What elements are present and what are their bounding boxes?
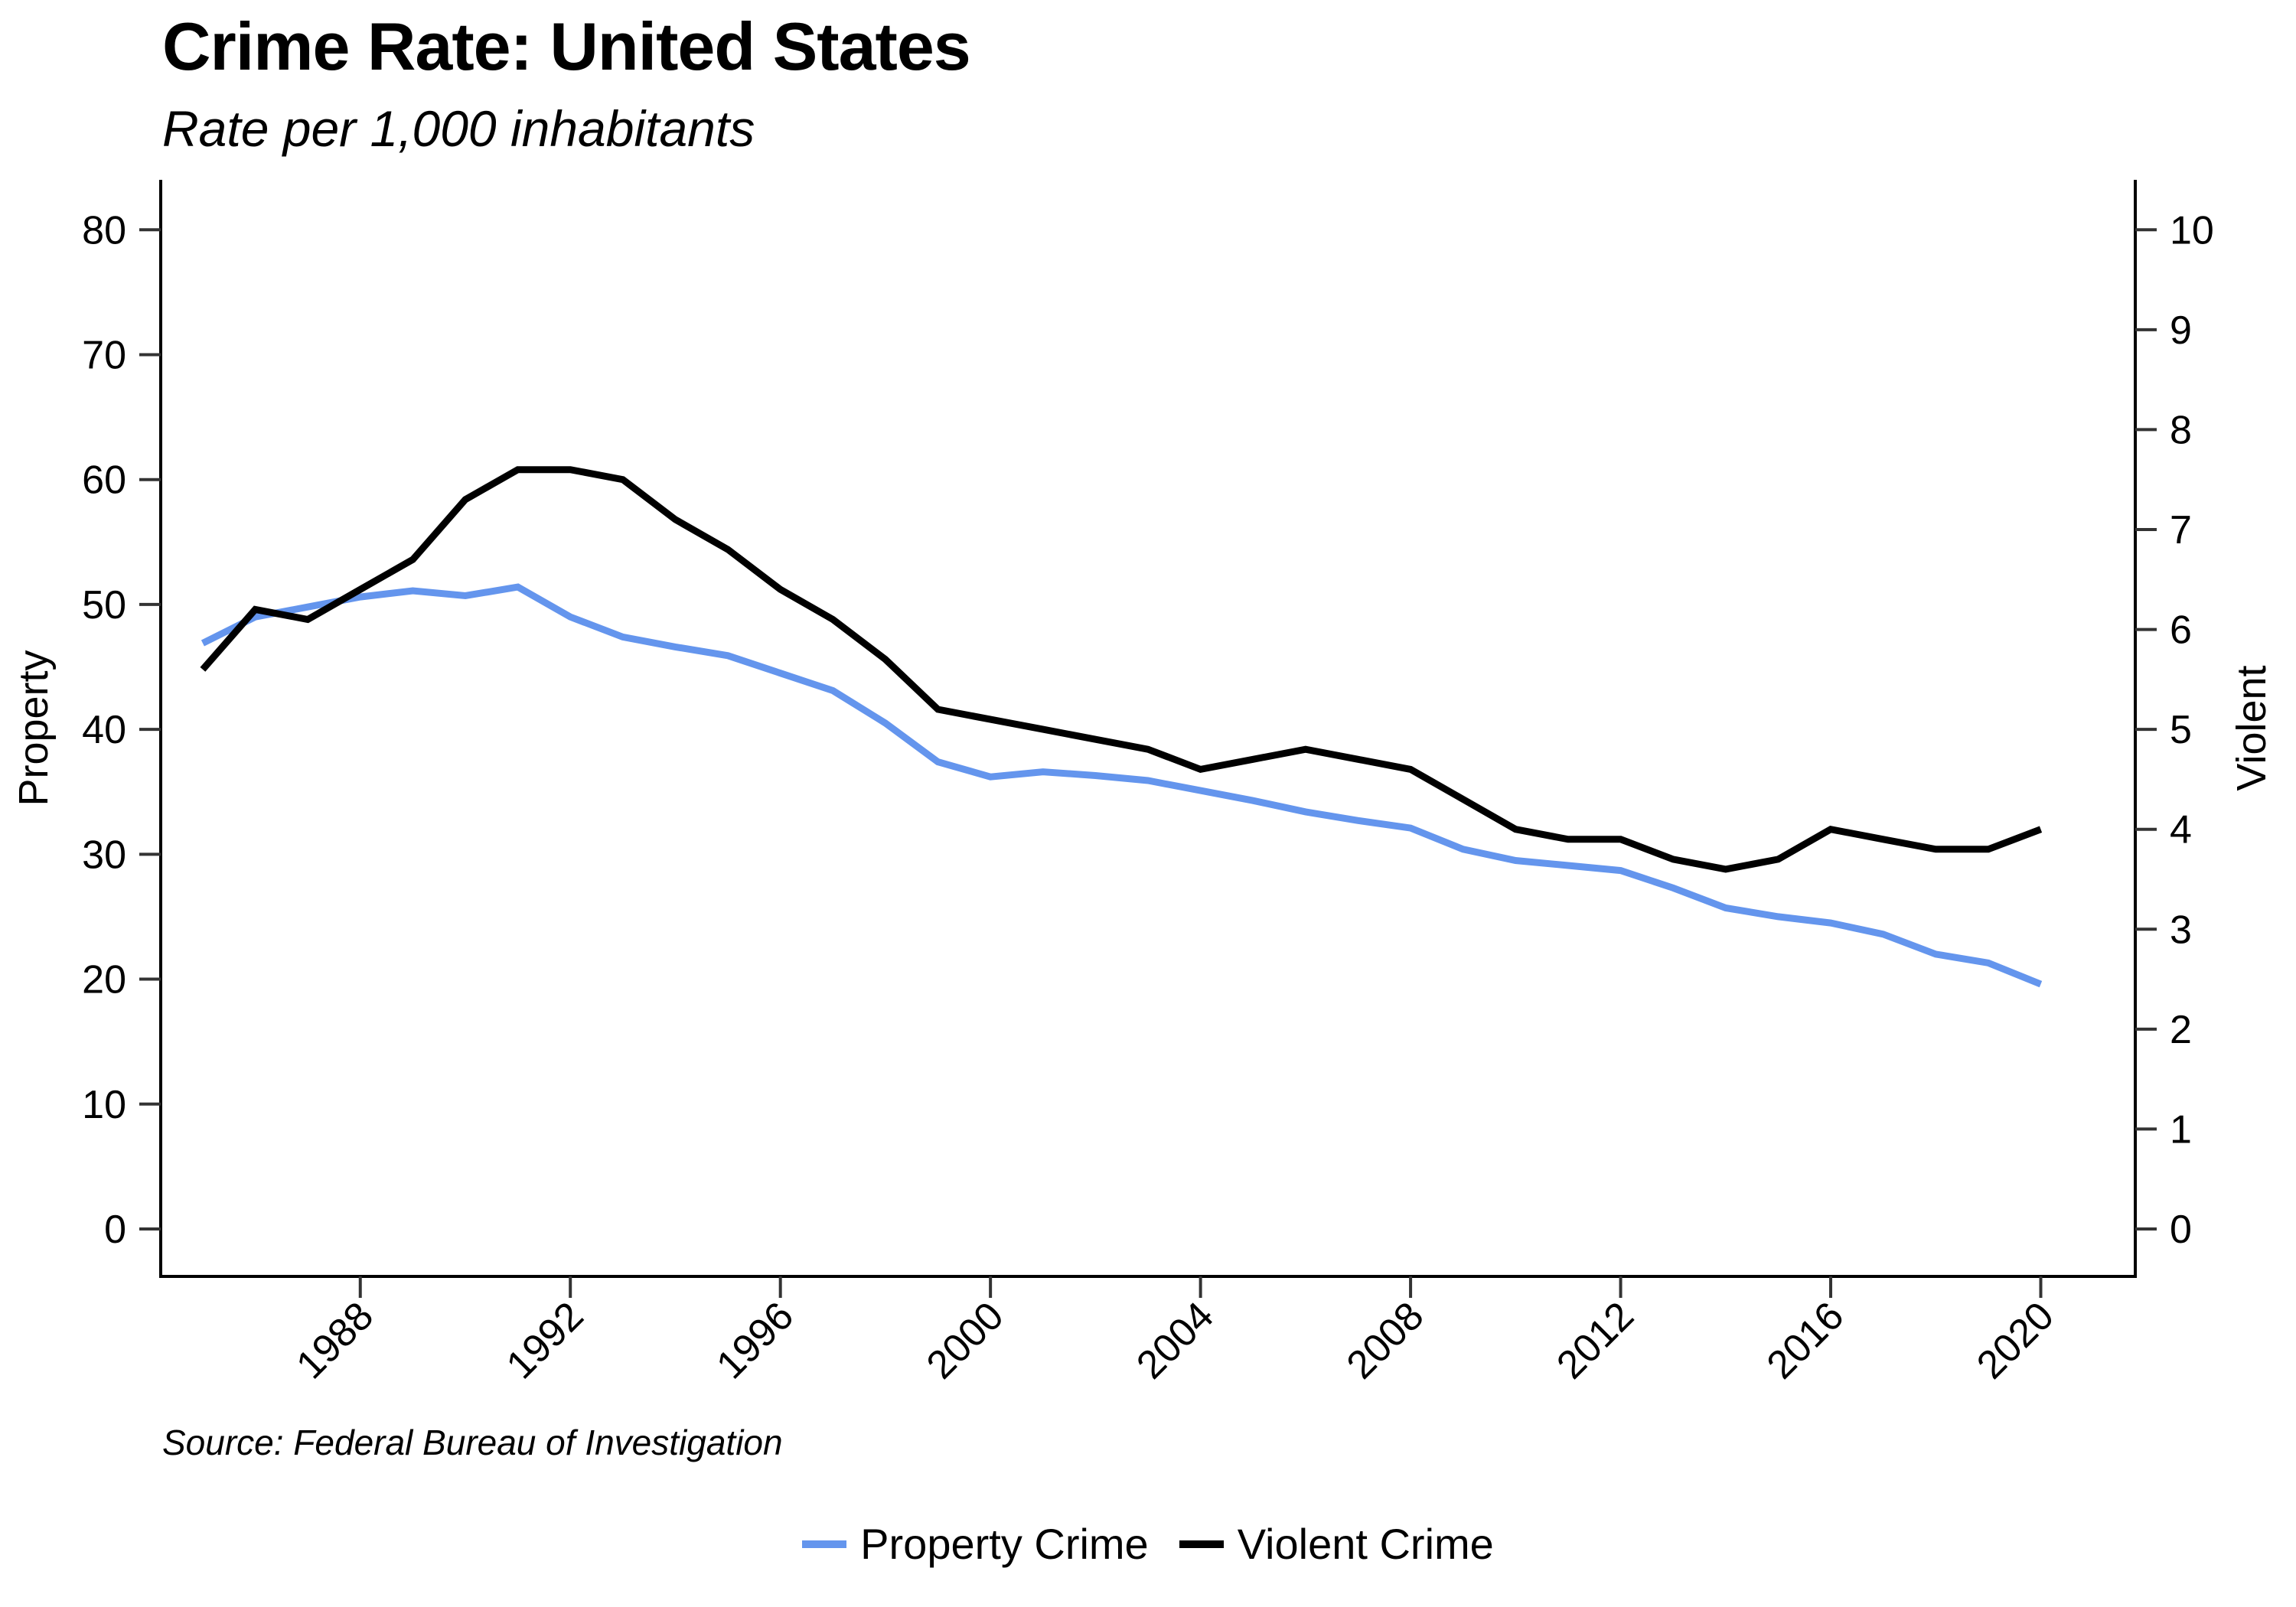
source-note: Source: Federal Bureau of Investigation: [162, 1423, 783, 1462]
legend-swatch-property: [802, 1540, 847, 1548]
series-line-property-crime: [201, 583, 2043, 988]
left-tick-label: 80: [82, 208, 126, 253]
left-tick-label: 10: [82, 1083, 126, 1127]
left-tick-label: 40: [82, 708, 126, 752]
x-tick-label: 2016: [1759, 1293, 1853, 1387]
right-tick-label: 9: [2170, 308, 2192, 353]
right-axis-title: Violent: [2229, 665, 2275, 790]
right-tick-label: 0: [2170, 1208, 2192, 1252]
left-tick-label: 20: [82, 958, 126, 1002]
right-tick-label: 10: [2170, 208, 2214, 253]
legend: Property Crime Violent Crime: [0, 1519, 2296, 1569]
right-tick-label: 4: [2170, 808, 2192, 852]
legend-label-property: Property Crime: [860, 1520, 1149, 1568]
right-tick-label: 8: [2170, 408, 2192, 452]
right-tick-label: 1: [2170, 1107, 2192, 1152]
right-tick-label: 7: [2170, 508, 2192, 553]
x-tick-label: 2012: [1548, 1293, 1642, 1387]
right-tick-label: 3: [2170, 908, 2192, 952]
x-tick-label: 1988: [288, 1293, 382, 1387]
x-tick-label: 2000: [918, 1293, 1013, 1387]
right-tick-label: 5: [2170, 708, 2192, 752]
left-tick-label: 30: [82, 833, 126, 877]
x-tick-label: 1996: [708, 1293, 802, 1387]
chart-title: Crime Rate: United States: [162, 8, 971, 84]
series-line-violent-crime: [200, 466, 2043, 873]
x-tick-label: 2004: [1128, 1293, 1222, 1387]
x-tick-label: 2008: [1339, 1293, 1433, 1387]
left-axis-title: Property: [11, 650, 57, 806]
legend-item-property: Property Crime: [802, 1519, 1149, 1569]
left-tick-label: 60: [82, 458, 126, 503]
right-tick-label: 6: [2170, 608, 2192, 653]
left-tick-label: 70: [82, 333, 126, 377]
legend-label-violent: Violent Crime: [1237, 1520, 1494, 1568]
chart-subtitle: Rate per 1,000 inhabitants: [162, 100, 755, 157]
right-tick-label: 2: [2170, 1008, 2192, 1052]
left-tick-label: 50: [82, 583, 126, 627]
legend-item-violent: Violent Crime: [1179, 1519, 1494, 1569]
legend-swatch-violent: [1179, 1540, 1224, 1548]
left-tick-label: 0: [104, 1208, 126, 1252]
x-tick-label: 2020: [1968, 1293, 2063, 1387]
x-tick-label: 1992: [498, 1293, 592, 1387]
